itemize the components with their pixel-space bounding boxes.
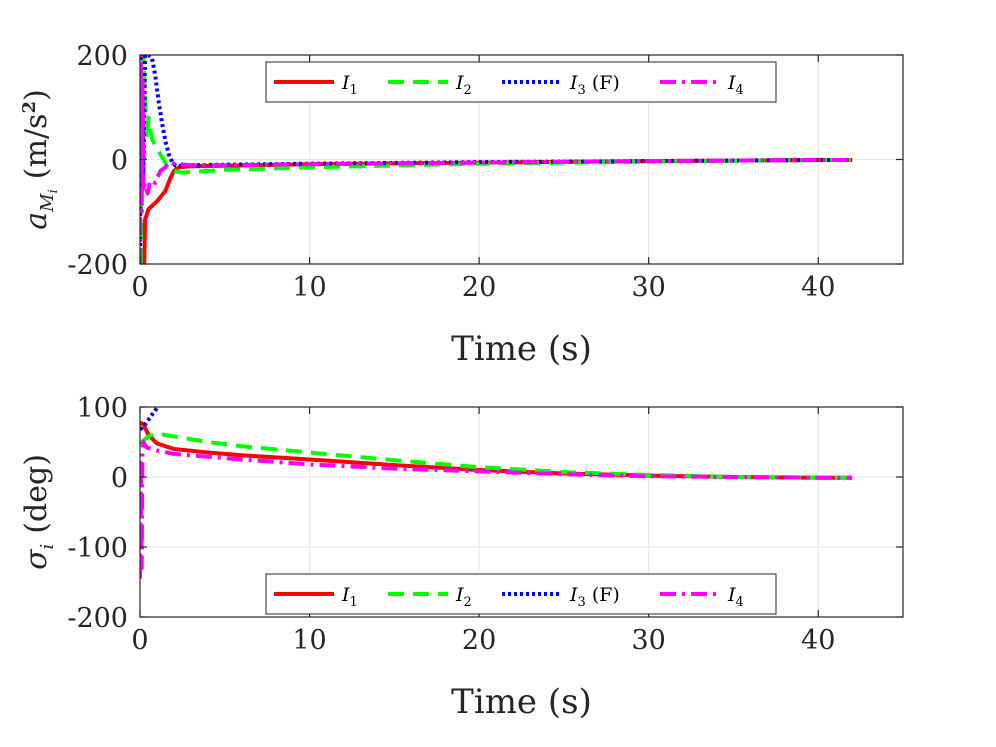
legend-label-i2: I2 [455,72,472,98]
legend-label-subscript: 4 [736,83,744,98]
legend: I1 I2 I3 (F) I4 [265,61,777,103]
legend-label-i2: I2 [455,584,472,610]
y-label-subscript: i [37,544,58,550]
legend-label-main: I [727,584,736,606]
legend-label-main: I [341,72,350,94]
y-tick-label: 100 [76,393,128,424]
y-tick-label: 0 [111,463,128,494]
y-label-variable: a [19,212,54,230]
axes-box [139,406,904,618]
legend-label-i3: I3 (F) [569,584,620,610]
legend-label-subscript: 1 [350,83,358,98]
y-tick-label: 0 [111,146,128,177]
series-group [140,407,853,579]
y-label-variable: σ [19,548,54,570]
legend-label-i3: I3 (F) [569,72,620,98]
legend-label-suffix: (F) [586,72,620,94]
legend: I1 I2 I3 (F) I4 [265,573,777,615]
legend-label-subscript: 1 [350,595,358,610]
legend-label-i1: I1 [341,72,358,98]
legend-label-main: I [569,72,578,94]
y-label-unit-superscript: 2 [19,101,40,114]
series-line-i4 [140,440,853,579]
y-axis-label: aMi (m/s2) [19,89,61,229]
x-tick-label: 20 [462,272,496,303]
y-tick-label: 200 [76,41,128,72]
legend-label-i4: I4 [727,584,744,610]
series-line-i2 [140,431,853,480]
x-axis-label: Time (s) [451,682,592,722]
series-line-i4 [140,55,853,264]
legend-label-main: I [569,584,578,606]
x-axis-label: Time (s) [451,329,592,369]
series-line-i1 [140,158,853,264]
x-tick-label: 30 [631,272,665,303]
y-label-subsubscript: i [46,189,61,193]
y-label-unit-close: ) [19,89,54,101]
y-label-unit: (deg) [19,454,54,534]
legend-label-subscript: 4 [736,595,744,610]
x-tick-label: 40 [801,625,835,656]
legend-label-suffix: (F) [586,584,620,606]
y-tick-label: -100 [67,533,128,564]
series-group [140,55,853,264]
y-tick-label: -200 [67,603,128,634]
x-tick-label: 30 [631,625,665,656]
legend-label-subscript: 2 [464,83,472,98]
legend-label-i1: I1 [341,584,358,610]
y-label-unit: (m/s [19,114,54,180]
legend-label-main: I [455,584,464,606]
x-tick-label: 0 [131,272,148,303]
legend-label-main: I [341,584,350,606]
legend-label-main: I [455,72,464,94]
y-label-subscript: M [37,193,58,213]
y-tick-label: -200 [67,250,128,281]
legend-label-main: I [727,72,736,94]
legend-label-i4: I4 [727,72,744,98]
legend-label-subscript: 3 [578,83,586,98]
x-tick-label: 0 [131,625,148,656]
legend-label-subscript: 3 [578,595,586,610]
x-tick-label: 20 [462,625,496,656]
x-tick-label: 40 [801,272,835,303]
x-tick-label: 10 [292,625,326,656]
x-tick-label: 10 [292,272,326,303]
legend-label-subscript: 2 [464,595,472,610]
y-axis-label: σi (deg) [19,454,58,570]
